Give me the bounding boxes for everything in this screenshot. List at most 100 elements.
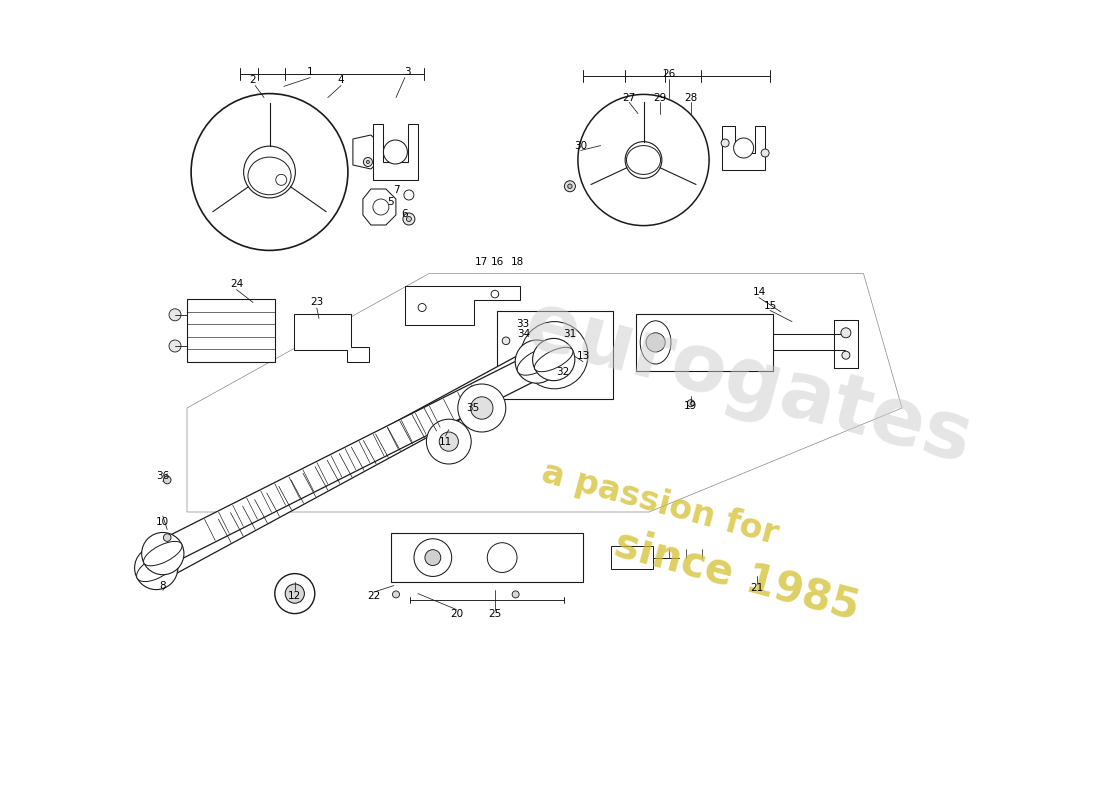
Text: 19: 19 bbox=[684, 402, 697, 411]
Text: 25: 25 bbox=[488, 610, 502, 619]
Circle shape bbox=[169, 340, 182, 352]
Circle shape bbox=[404, 190, 414, 200]
Ellipse shape bbox=[640, 321, 671, 364]
Circle shape bbox=[532, 338, 575, 381]
Text: 16: 16 bbox=[491, 258, 504, 267]
Polygon shape bbox=[157, 344, 561, 566]
Text: 33: 33 bbox=[516, 319, 529, 329]
Text: 30: 30 bbox=[574, 141, 587, 150]
Bar bbox=[636, 314, 773, 371]
Circle shape bbox=[734, 138, 754, 158]
Text: 14: 14 bbox=[752, 287, 766, 297]
Text: 28: 28 bbox=[684, 93, 697, 102]
Circle shape bbox=[142, 533, 184, 574]
Circle shape bbox=[491, 290, 498, 298]
Text: a passion for: a passion for bbox=[538, 457, 782, 551]
Ellipse shape bbox=[517, 348, 557, 375]
Text: 13: 13 bbox=[576, 351, 590, 361]
Circle shape bbox=[425, 550, 441, 566]
Text: 7: 7 bbox=[393, 185, 399, 194]
Text: 15: 15 bbox=[763, 301, 777, 310]
Circle shape bbox=[503, 337, 509, 345]
Bar bbox=[610, 546, 652, 569]
Circle shape bbox=[285, 584, 305, 603]
Circle shape bbox=[427, 419, 471, 464]
Circle shape bbox=[578, 94, 710, 226]
Circle shape bbox=[520, 322, 588, 389]
Ellipse shape bbox=[626, 146, 661, 174]
Polygon shape bbox=[363, 189, 396, 225]
Text: 8: 8 bbox=[160, 581, 166, 590]
Text: 21: 21 bbox=[750, 583, 763, 593]
Circle shape bbox=[625, 142, 662, 178]
Polygon shape bbox=[722, 126, 766, 170]
Circle shape bbox=[688, 400, 694, 406]
Text: 26: 26 bbox=[662, 69, 675, 78]
Circle shape bbox=[722, 139, 729, 147]
Ellipse shape bbox=[248, 157, 292, 194]
Circle shape bbox=[373, 199, 389, 215]
Text: 31: 31 bbox=[563, 330, 576, 339]
Text: 20: 20 bbox=[450, 610, 463, 619]
Text: 22: 22 bbox=[367, 591, 381, 601]
Circle shape bbox=[191, 94, 348, 250]
Circle shape bbox=[275, 574, 315, 614]
Polygon shape bbox=[373, 124, 418, 180]
Text: 12: 12 bbox=[288, 591, 301, 601]
Circle shape bbox=[637, 154, 650, 166]
Circle shape bbox=[568, 184, 572, 189]
Circle shape bbox=[403, 213, 415, 225]
Text: 17: 17 bbox=[475, 258, 488, 267]
Circle shape bbox=[646, 333, 666, 352]
Circle shape bbox=[363, 158, 373, 166]
Text: 32: 32 bbox=[557, 367, 570, 377]
Text: 11: 11 bbox=[439, 437, 452, 446]
Circle shape bbox=[164, 476, 170, 484]
Text: 36: 36 bbox=[156, 471, 169, 481]
Circle shape bbox=[393, 591, 399, 598]
Circle shape bbox=[840, 328, 851, 338]
Text: 3: 3 bbox=[404, 67, 410, 77]
Circle shape bbox=[406, 217, 411, 222]
Circle shape bbox=[169, 309, 182, 321]
Circle shape bbox=[243, 146, 296, 198]
Circle shape bbox=[134, 546, 178, 590]
Circle shape bbox=[761, 149, 769, 157]
Ellipse shape bbox=[136, 554, 176, 582]
Circle shape bbox=[276, 174, 287, 186]
Bar bbox=[497, 311, 613, 399]
Text: 4: 4 bbox=[338, 75, 344, 85]
Circle shape bbox=[458, 384, 506, 432]
Circle shape bbox=[842, 351, 850, 359]
Ellipse shape bbox=[143, 542, 183, 566]
Text: 1: 1 bbox=[307, 67, 314, 77]
Text: 18: 18 bbox=[510, 258, 524, 267]
Circle shape bbox=[260, 162, 279, 182]
Text: 27: 27 bbox=[623, 93, 636, 102]
Circle shape bbox=[384, 140, 407, 164]
Circle shape bbox=[414, 538, 452, 577]
Text: 24: 24 bbox=[230, 279, 243, 289]
Circle shape bbox=[418, 303, 426, 311]
Text: 23: 23 bbox=[310, 298, 323, 307]
Ellipse shape bbox=[535, 347, 573, 372]
Circle shape bbox=[471, 397, 493, 419]
Text: 29: 29 bbox=[653, 93, 667, 102]
Text: 6: 6 bbox=[402, 209, 408, 218]
Circle shape bbox=[513, 591, 519, 598]
Text: eurogates: eurogates bbox=[516, 286, 980, 482]
Circle shape bbox=[515, 340, 559, 383]
Circle shape bbox=[366, 161, 370, 163]
Circle shape bbox=[439, 432, 459, 451]
Text: since 1985: since 1985 bbox=[610, 523, 864, 629]
Text: 2: 2 bbox=[250, 75, 256, 85]
Polygon shape bbox=[294, 314, 368, 362]
Text: 10: 10 bbox=[156, 517, 169, 526]
Bar bbox=[390, 533, 583, 582]
Circle shape bbox=[538, 339, 571, 371]
Bar bbox=[187, 299, 275, 362]
Polygon shape bbox=[150, 349, 543, 581]
Text: 35: 35 bbox=[466, 403, 480, 413]
Circle shape bbox=[487, 542, 517, 573]
Circle shape bbox=[164, 534, 170, 542]
